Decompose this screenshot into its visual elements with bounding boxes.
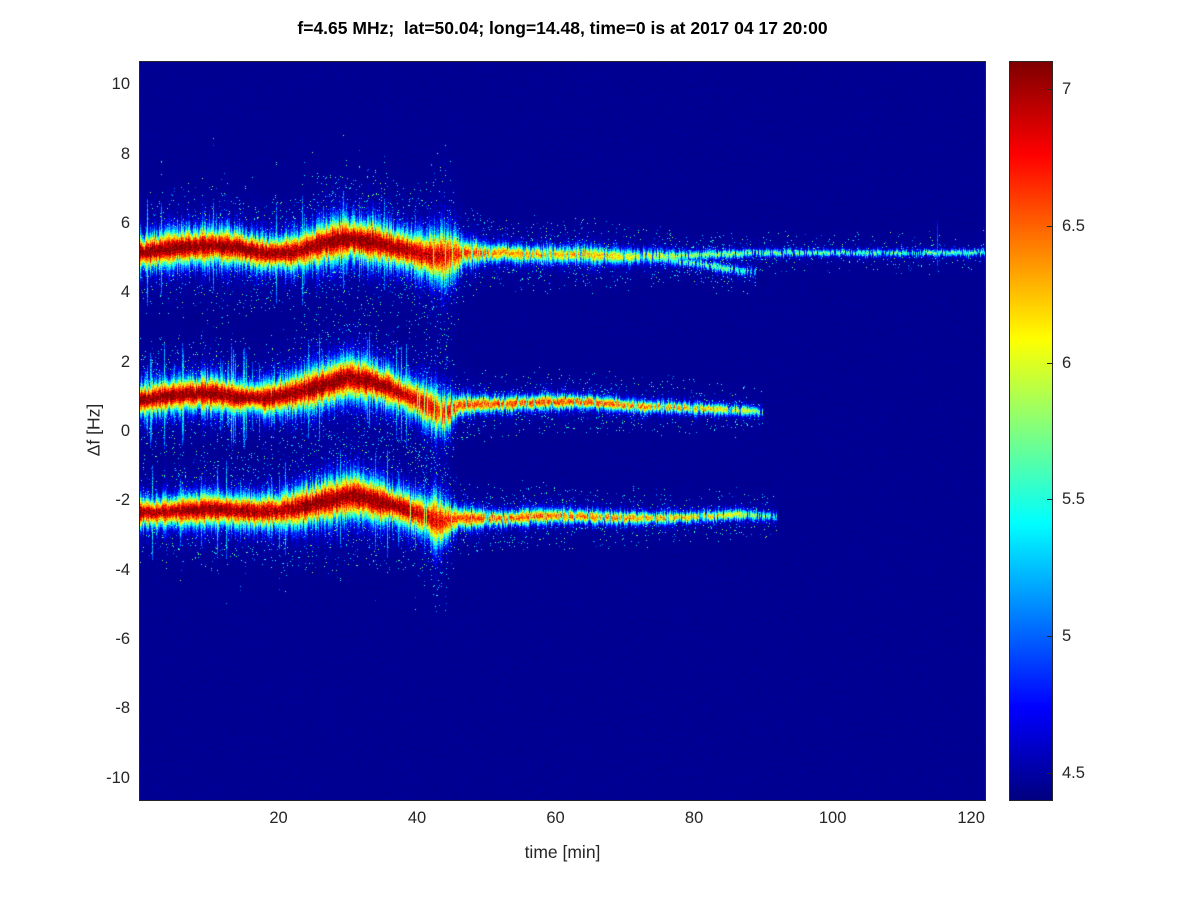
colorbar-tick-label: 7 bbox=[1062, 80, 1072, 99]
x-tick-label: 60 bbox=[546, 809, 565, 827]
y-tick-label: 2 bbox=[120, 352, 130, 371]
x-tick-label: 40 bbox=[407, 809, 427, 827]
y-tick-label: 10 bbox=[111, 74, 130, 93]
x-tick-label: 20 bbox=[269, 809, 288, 827]
colorbar-tick-mark bbox=[1047, 363, 1052, 364]
colorbar-tick-label: 6 bbox=[1062, 353, 1072, 372]
y-tick-label: -10 bbox=[106, 768, 130, 787]
y-tick-label: -4 bbox=[115, 560, 130, 579]
colorbar-tick-label: 5 bbox=[1062, 626, 1072, 645]
y-tick-label: 8 bbox=[120, 144, 130, 163]
y-tick-label: 0 bbox=[120, 421, 130, 440]
colorbar-tick-label: 4.5 bbox=[1062, 763, 1085, 782]
y-tick-label: -6 bbox=[115, 629, 130, 648]
chart-title: f=4.65 MHz; lat=50.04; long=14.48, time=… bbox=[297, 18, 828, 38]
spectrogram-plot-canvas bbox=[139, 61, 986, 801]
x-tick-label: 100 bbox=[818, 809, 847, 827]
y-tick-label: -8 bbox=[115, 699, 130, 718]
x-tick-label: 80 bbox=[684, 809, 704, 827]
colorbar-tick-mark bbox=[1047, 636, 1052, 637]
colorbar-tick-mark bbox=[1047, 499, 1052, 500]
y-tick-label: 6 bbox=[120, 213, 130, 232]
x-tick-label: 120 bbox=[957, 809, 985, 827]
colorbar bbox=[1009, 61, 1053, 801]
colorbar-tick-label: 5.5 bbox=[1062, 490, 1085, 509]
x-axis-label: time [min] bbox=[524, 842, 601, 862]
y-tick-label: 4 bbox=[120, 283, 130, 302]
colorbar-tick-mark bbox=[1047, 773, 1052, 774]
y-tick-label: -2 bbox=[115, 491, 130, 510]
colorbar-tick-mark bbox=[1047, 226, 1052, 227]
colorbar-tick-mark bbox=[1047, 89, 1052, 90]
colorbar-tick-label: 6.5 bbox=[1062, 216, 1085, 235]
